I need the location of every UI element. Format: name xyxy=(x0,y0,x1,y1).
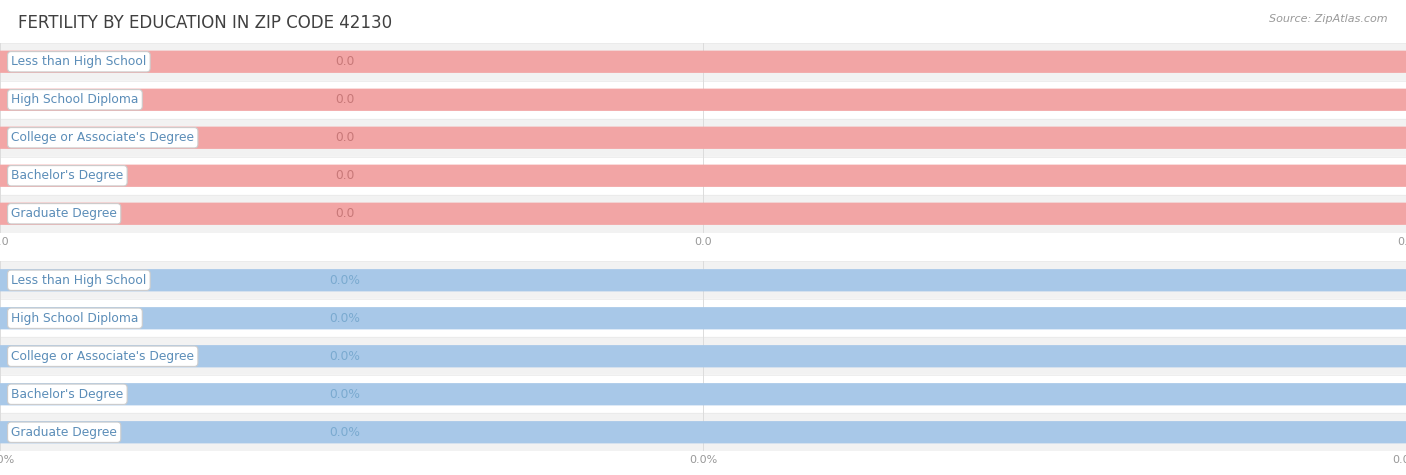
FancyBboxPatch shape xyxy=(0,203,1406,225)
Text: High School Diploma: High School Diploma xyxy=(11,312,139,325)
FancyBboxPatch shape xyxy=(0,345,1406,367)
Text: High School Diploma: High School Diploma xyxy=(11,93,139,106)
Text: College or Associate's Degree: College or Associate's Degree xyxy=(11,131,194,144)
Text: 0.0: 0.0 xyxy=(335,169,354,182)
Text: 0.0%: 0.0% xyxy=(329,426,360,439)
Text: Less than High School: Less than High School xyxy=(11,274,146,287)
FancyBboxPatch shape xyxy=(0,89,1406,111)
FancyBboxPatch shape xyxy=(0,165,1406,187)
Text: 0.0: 0.0 xyxy=(335,131,354,144)
Text: Source: ZipAtlas.com: Source: ZipAtlas.com xyxy=(1270,14,1388,24)
Text: 0.0: 0.0 xyxy=(335,207,354,220)
FancyBboxPatch shape xyxy=(0,421,1406,443)
Text: College or Associate's Degree: College or Associate's Degree xyxy=(11,350,194,363)
Text: Graduate Degree: Graduate Degree xyxy=(11,426,117,439)
FancyBboxPatch shape xyxy=(0,269,1406,291)
Text: Less than High School: Less than High School xyxy=(11,55,146,68)
Text: 0.0%: 0.0% xyxy=(329,350,360,363)
Text: Graduate Degree: Graduate Degree xyxy=(11,207,117,220)
Text: 0.0: 0.0 xyxy=(335,55,354,68)
Text: 0.0%: 0.0% xyxy=(329,388,360,401)
FancyBboxPatch shape xyxy=(0,51,1406,73)
Text: 0.0%: 0.0% xyxy=(329,312,360,325)
Text: 0.0%: 0.0% xyxy=(329,274,360,287)
Text: FERTILITY BY EDUCATION IN ZIP CODE 42130: FERTILITY BY EDUCATION IN ZIP CODE 42130 xyxy=(18,14,392,32)
Text: Bachelor's Degree: Bachelor's Degree xyxy=(11,388,124,401)
FancyBboxPatch shape xyxy=(0,307,1406,329)
Text: Bachelor's Degree: Bachelor's Degree xyxy=(11,169,124,182)
FancyBboxPatch shape xyxy=(0,383,1406,405)
Text: 0.0: 0.0 xyxy=(335,93,354,106)
FancyBboxPatch shape xyxy=(0,127,1406,149)
